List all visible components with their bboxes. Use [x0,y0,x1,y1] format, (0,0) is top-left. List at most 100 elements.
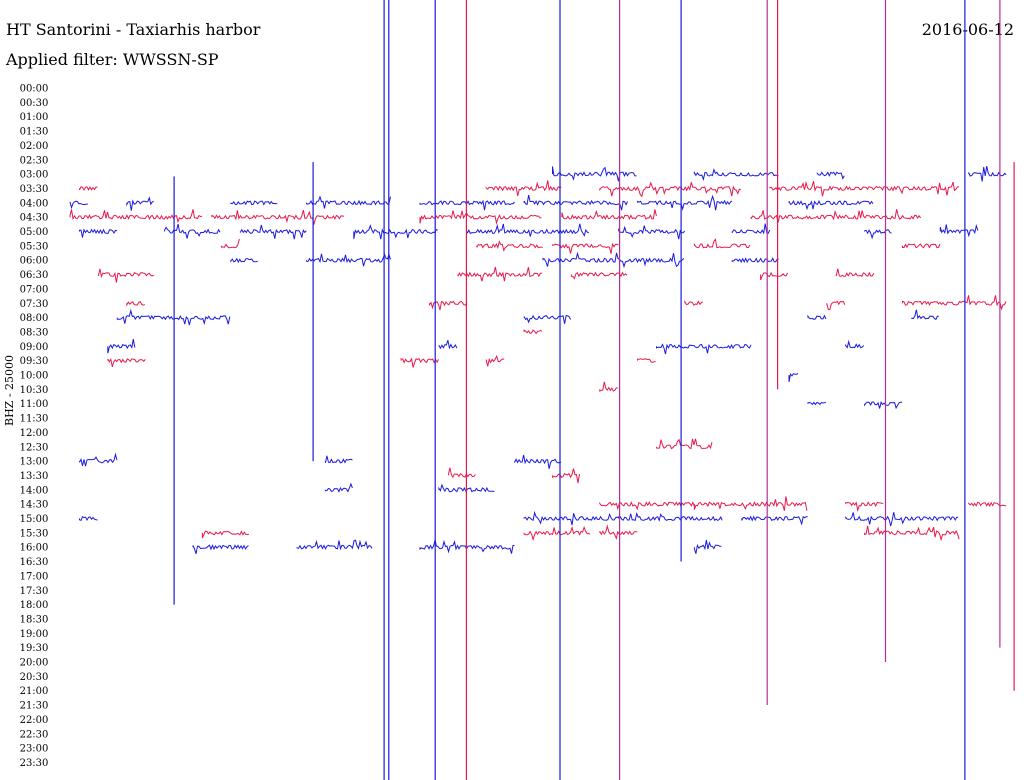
row-time-label: 23:30 [20,758,49,769]
trace-segment [79,228,118,238]
station-title: HT Santorini - Taxiarhis harbor [6,20,261,39]
row-time-label: 23:00 [20,744,49,755]
trace-segment [296,539,373,551]
trace-segment [845,339,865,349]
trace-segment [211,209,345,225]
row-time-label: 17:30 [20,586,49,597]
trace-segment [816,171,845,180]
trace-segment [485,180,562,197]
row-time-label: 20:30 [20,672,49,683]
row-time-label: 08:30 [20,327,49,338]
trace-segment [835,268,875,277]
row-time-label: 06:00 [20,256,49,267]
row-time-label: 07:00 [20,284,49,295]
trace-segment [939,223,979,238]
row-time-label: 08:00 [20,313,49,324]
trace-segment [807,314,827,320]
trace-segment [731,223,771,235]
trace-segment [599,524,638,541]
trace-segment [902,243,941,249]
row-time-label: 14:00 [20,485,49,496]
trace-segment [523,194,629,211]
row-time-label: 11:30 [20,414,49,425]
trace-segment [693,496,808,511]
trace-segment [656,343,752,355]
trace-segment [523,329,543,335]
trace-segment [239,224,307,240]
trace-segment [599,381,618,392]
row-time-label: 05:00 [20,227,49,238]
trace-segment [864,229,892,240]
trace-segment [523,525,591,542]
trace-segment [220,238,240,249]
trace-segment [637,194,733,211]
trace-segment [542,251,685,269]
trace-segment [523,510,619,526]
trace-segment [466,223,590,237]
filter-label: Applied filter: WWSSN-SP [6,50,219,69]
trace-segment [69,209,203,224]
row-time-label: 20:00 [20,658,49,669]
row-time-label: 13:00 [20,457,49,468]
row-time-label: 10:30 [20,385,49,396]
trace-segment [693,167,779,182]
trace-segment [447,467,476,479]
trace-segment [485,354,505,367]
row-time-label: 18:00 [20,600,49,611]
trace-segment [618,511,723,522]
trace-segment [750,209,922,223]
trace-segment [552,242,619,254]
trace-segment [552,468,580,484]
trace-segment [164,223,221,239]
row-time-label: 05:30 [20,241,49,252]
trace-segment [599,501,695,511]
row-time-label: 21:00 [20,686,49,697]
row-time-label: 01:30 [20,127,49,138]
trace-segment [107,358,146,367]
row-time-label: 04:30 [20,213,49,224]
row-time-label: 02:30 [20,155,49,166]
trace-segment [419,539,515,554]
trace-segment [693,539,722,554]
trace-segment [126,301,145,307]
trace-segment [788,199,874,211]
trace-segment [429,300,468,311]
trace-segment [201,530,249,539]
trace-segment [79,186,98,192]
row-time-label: 03:30 [20,184,49,195]
trace-segment [807,401,827,406]
trace-segment [107,339,136,354]
trace-segment [968,501,1007,508]
row-time-label: 11:00 [20,399,49,410]
row-time-label: 04:00 [20,198,49,209]
trace-segment [116,308,231,326]
trace-rows: 00:00 00:30 01:00 01:30 02:00 02:30 03:00 03:30… [20,84,1007,769]
trace-segment [523,314,572,324]
row-time-label: 09:00 [20,342,49,353]
trace-segment [864,525,960,542]
row-time-label: 00:00 [20,84,49,95]
row-time-label: 06:30 [20,270,49,281]
date-label: 2016-06-12 [921,20,1014,39]
trace-segment [684,299,704,306]
row-time-label: 15:30 [20,528,49,539]
trace-segment [845,501,884,513]
trace-segment [69,200,89,210]
trace-segment [400,357,440,368]
row-time-label: 03:00 [20,170,49,181]
trace-segment [731,257,779,264]
row-time-label: 13:30 [20,471,49,482]
row-time-label: 22:00 [20,715,49,726]
row-time-label: 02:00 [20,141,49,152]
trace-segment [514,454,562,469]
trace-segment [693,238,751,249]
row-time-label: 22:30 [20,729,49,740]
trace-segment [902,295,1007,311]
event-spikes [173,0,1015,780]
row-time-label: 01:00 [20,112,49,123]
row-time-label: 15:00 [20,514,49,525]
trace-segment [353,224,438,240]
trace-segment [306,252,391,267]
row-time-label: 09:30 [20,356,49,367]
